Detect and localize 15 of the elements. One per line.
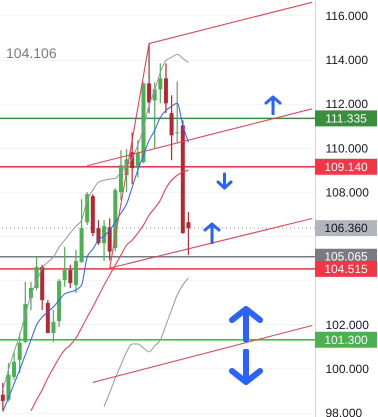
y-tick-label: 116.000 — [326, 8, 368, 23]
ref-line-label: 104.515 — [324, 262, 368, 276]
annotation: 104.106 — [6, 45, 57, 61]
y-tick-label: 112.000 — [326, 97, 368, 112]
y-tick-label: 110.000 — [326, 141, 368, 156]
y-tick-label: 108.000 — [326, 185, 370, 200]
y-tick-label: 102.000 — [326, 318, 370, 332]
y-tick-label: 100.000 — [326, 362, 370, 376]
ref-line-label: 101.300 — [324, 332, 368, 347]
ref-line-label: 105.065 — [324, 250, 368, 264]
ref-line-label: 106.360 — [324, 221, 368, 236]
ref-line-label: 109.140 — [324, 160, 368, 174]
y-tick-label: 114.000 — [326, 53, 368, 68]
ref-line-label: 111.335 — [325, 111, 368, 126]
y-tick-label: 98.000 — [326, 406, 363, 417]
